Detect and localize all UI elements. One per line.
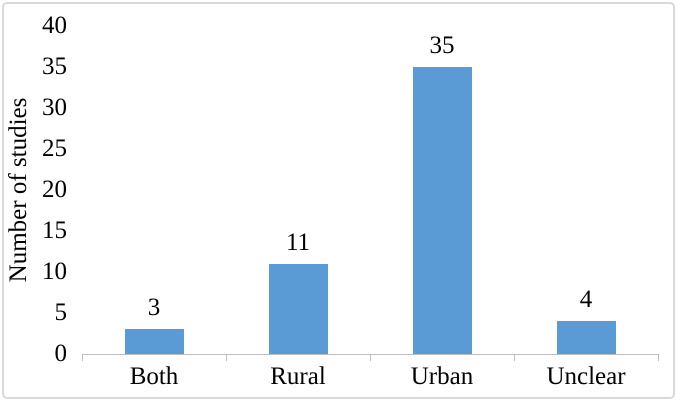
bar-value-label-rural: 11 [285,229,311,256]
bar-value-label-both: 3 [147,294,161,321]
x-axis-tick [658,354,659,361]
x-axis-tick [370,354,371,361]
y-tick-label-5: 5 [54,299,68,326]
x-category-label-urban: Urban [410,363,474,390]
x-category-label-unclear: Unclear [546,363,626,390]
y-tick-label-0: 0 [54,340,68,367]
y-tick-label-10: 10 [42,258,67,285]
bar-value-label-unclear: 4 [579,286,593,313]
bar-urban [413,67,472,354]
y-tick-label-40: 40 [42,12,67,39]
y-tick-label-30: 30 [42,94,67,121]
y-tick-label-20: 20 [42,176,67,203]
y-tick-label-25: 25 [42,135,67,162]
bar-both [125,329,184,354]
bar-unclear [557,321,616,354]
x-axis-tick [226,354,227,361]
y-tick-label-35: 35 [42,53,67,80]
x-axis-tick [82,354,83,361]
bar-rural [269,263,328,354]
x-category-label-rural: Rural [270,363,326,390]
y-tick-label-15: 15 [42,217,67,244]
bar-value-label-urban: 35 [429,32,455,59]
x-axis-tick [514,354,515,361]
x-category-label-both: Both [129,363,179,390]
